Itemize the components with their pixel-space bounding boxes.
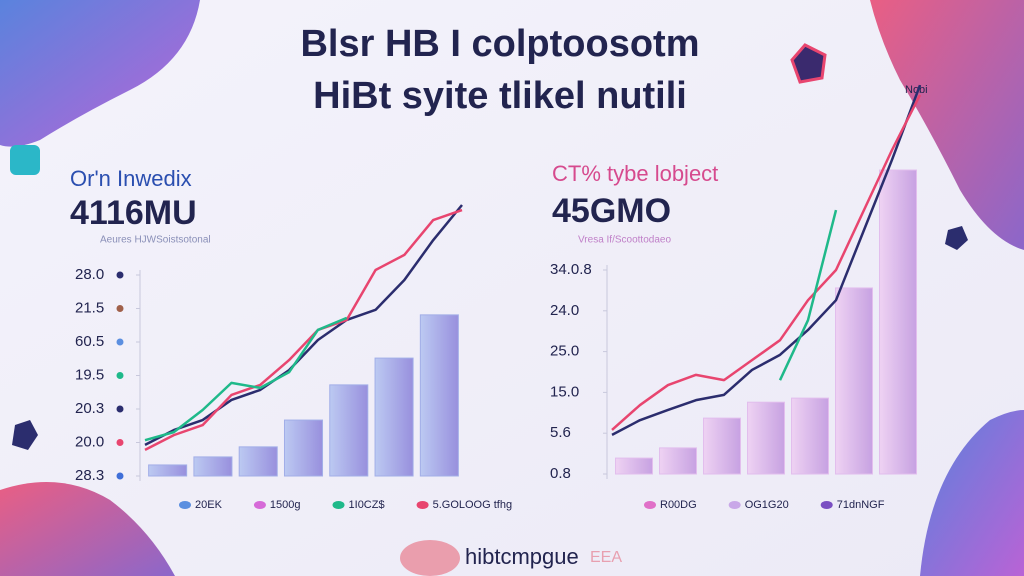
logo-mark — [400, 540, 460, 576]
bar — [374, 357, 414, 477]
logo-text: hibtcmpgue — [465, 544, 579, 569]
tick-dot — [116, 372, 124, 379]
legend-label: 20EK — [195, 499, 223, 511]
decor-shape — [790, 43, 827, 84]
decor-blob — [0, 482, 175, 576]
y-tick-label: 15.0 — [550, 383, 579, 400]
line-series — [778, 209, 838, 381]
legend-swatch — [820, 501, 833, 509]
title: Blsr HB I colptoosotm — [300, 23, 699, 65]
legend-swatch — [253, 501, 266, 509]
tick-dot — [116, 271, 124, 279]
bar — [703, 417, 741, 475]
legend-swatch — [728, 501, 741, 509]
decor-shape — [945, 226, 968, 250]
panel-number: 45GMO — [552, 192, 671, 230]
bar — [791, 397, 829, 475]
y-tick-label: 34.0.8 — [550, 261, 592, 278]
legend-swatch — [179, 501, 191, 509]
decor-icon — [10, 145, 40, 175]
corner-label: Nobi — [905, 84, 928, 96]
panel-heading: CT% tybe lobject — [552, 161, 718, 186]
panel-number: 4116MU — [70, 194, 197, 232]
y-tick-label: 28.0 — [75, 266, 104, 283]
y-tick-label: 25.0 — [550, 343, 579, 360]
y-tick-label: 24.0 — [550, 302, 579, 319]
logo-suffix: EEA — [590, 549, 622, 566]
line-series — [611, 84, 922, 436]
panel-subtext: Aeures HJWSoistsotonal — [100, 235, 211, 246]
bar — [283, 419, 324, 477]
bar — [238, 446, 278, 477]
legend-label: 71dnNGF — [837, 499, 885, 511]
bar — [419, 314, 459, 477]
panel-subtext: Vresa If/Scoottodaeo — [578, 235, 671, 246]
y-tick-label: 19.5 — [75, 366, 104, 383]
legend-swatch — [416, 501, 429, 509]
y-tick-label: 21.5 — [75, 299, 104, 316]
line-series — [144, 204, 463, 446]
legend-label: 5.GOLOOG tfhg — [433, 499, 512, 511]
y-tick-label: 0.8 — [550, 465, 571, 482]
title: HiBt syite tlikel nutili — [313, 75, 687, 117]
legend-label: 1500g — [270, 499, 301, 511]
legend-swatch — [644, 501, 656, 509]
y-tick-label: 5.6 — [550, 424, 571, 441]
legend-swatch — [332, 501, 345, 509]
bar — [659, 447, 697, 475]
tick-dot — [116, 439, 124, 446]
decor-shape — [12, 420, 38, 450]
bar — [747, 401, 785, 475]
bar — [329, 384, 369, 477]
decor-blob — [870, 0, 1024, 250]
legend-label: OG1G20 — [745, 499, 789, 511]
tick-dot — [116, 338, 124, 346]
panel-heading: Or'n Inwedix — [70, 166, 192, 191]
bar — [193, 456, 233, 477]
tick-dot — [116, 472, 124, 480]
decor-blob — [920, 410, 1024, 576]
y-tick-label: 28.3 — [75, 467, 104, 484]
tick-dot — [116, 405, 124, 413]
bar — [615, 457, 653, 475]
line-series — [611, 94, 922, 431]
decor-blob — [0, 0, 200, 147]
bar — [879, 169, 917, 475]
tick-dot — [116, 305, 124, 312]
y-tick-label: 20.3 — [75, 400, 104, 417]
bar — [835, 287, 873, 475]
y-tick-label: 60.5 — [75, 333, 104, 350]
legend-label: R00DG — [660, 499, 697, 511]
line-series — [144, 316, 348, 442]
legend-label: 1I0CZ$ — [349, 499, 385, 511]
line-series — [144, 208, 463, 451]
y-tick-label: 20.0 — [75, 433, 104, 450]
bar — [148, 464, 188, 477]
